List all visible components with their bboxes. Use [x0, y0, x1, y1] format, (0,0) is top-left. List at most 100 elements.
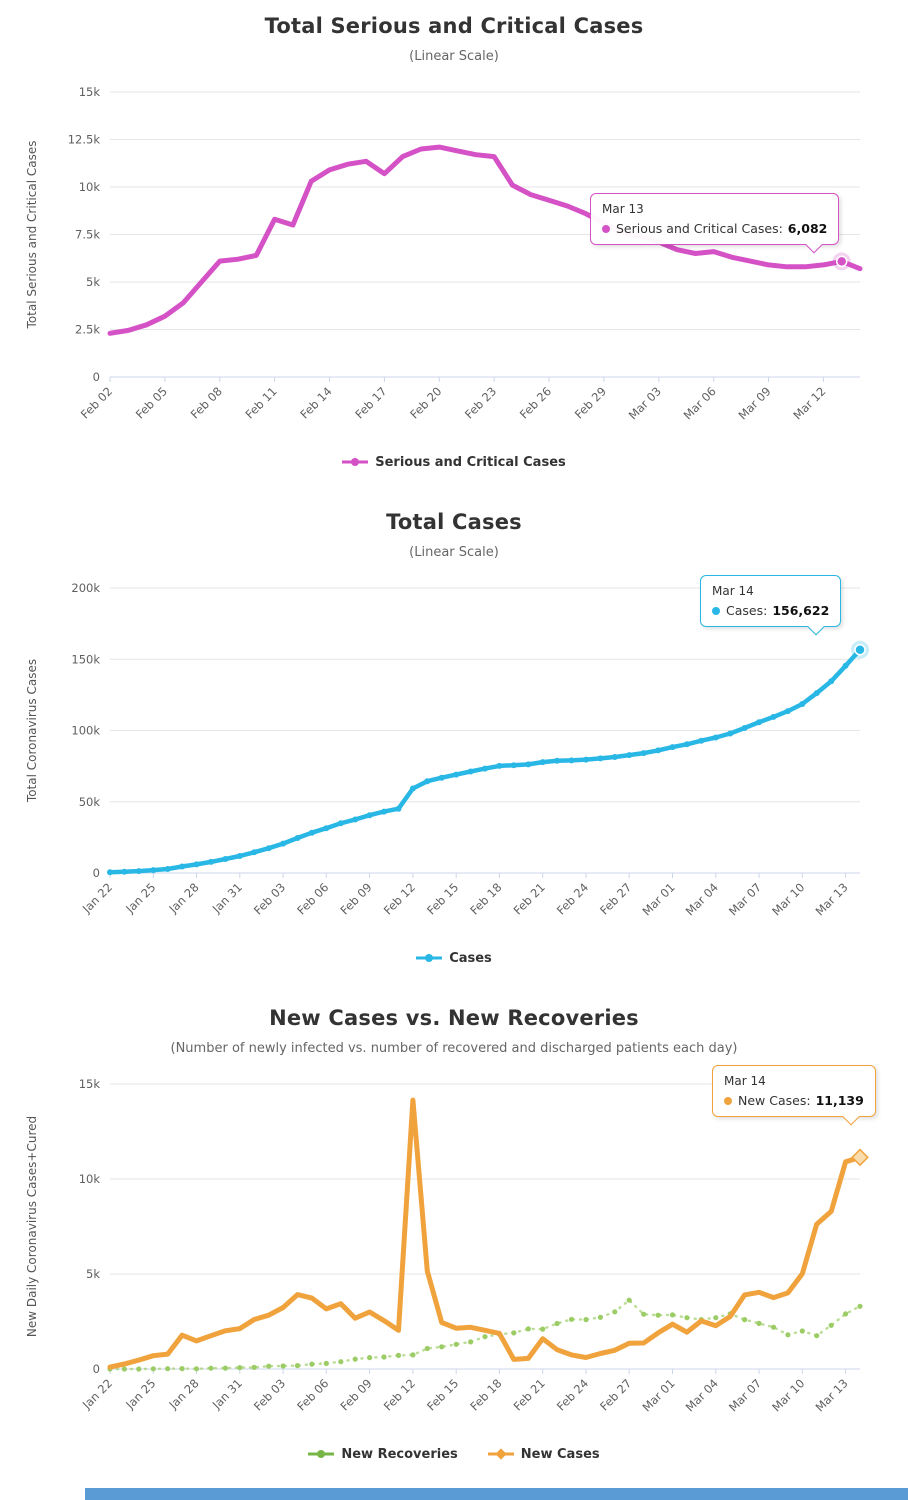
svg-text:Mar 04: Mar 04: [683, 880, 721, 918]
svg-text:Feb 20: Feb 20: [407, 384, 444, 421]
svg-text:Feb 12: Feb 12: [381, 1376, 418, 1413]
chart-legend: New Recoveries New Cases: [0, 1444, 908, 1464]
svg-text:Feb 11: Feb 11: [242, 384, 279, 421]
svg-text:10k: 10k: [79, 1172, 101, 1186]
bottom-bar: [85, 1488, 908, 1500]
svg-text:Feb 24: Feb 24: [554, 1376, 591, 1413]
legend-label: Cases: [449, 950, 492, 966]
chart-title: Total Serious and Critical Cases: [264, 14, 644, 38]
svg-text:Mar 06: Mar 06: [681, 384, 719, 422]
chart-block-new-cases-recoveries: New Cases vs. New Recoveries (Number of …: [0, 992, 908, 1488]
chart-block-total-cases: Total Cases (Linear Scale) 0 50k 100k 150k 2…: [0, 496, 908, 992]
legend-item[interactable]: Serious and Critical Cases: [342, 455, 566, 470]
chart-tooltip: Mar 13 Serious and Critical Cases: 6,082: [590, 193, 840, 245]
svg-text:Feb 24: Feb 24: [554, 880, 591, 917]
chart-block-serious-critical: Total Serious and Critical Cases (Linear…: [0, 0, 908, 496]
chart-plot-area: 0 5k 10k 15k Jan 22 Jan 25 Jan 28 Jan 31 Feb 03 F…: [0, 1060, 908, 1442]
legend-label: New Recoveries: [341, 1446, 458, 1462]
svg-text:Mar 03: Mar 03: [626, 384, 664, 422]
legend-item[interactable]: New Recoveries: [308, 1446, 458, 1462]
svg-text:200k: 200k: [71, 581, 100, 595]
svg-text:2.5k: 2.5k: [75, 323, 100, 337]
total-cases-line-chart[interactable]: 0 50k 100k 150k 200k Jan 22 Jan 25 Jan 28 Jan 31…: [0, 564, 908, 946]
tooltip-date: Mar 14: [712, 584, 754, 598]
svg-text:New Daily Coronavirus Cases+Cu: New Daily Coronavirus Cases+Cured: [25, 1116, 39, 1337]
svg-text:Mar 09: Mar 09: [735, 384, 773, 422]
svg-text:7.5k: 7.5k: [75, 228, 100, 242]
svg-text:Feb 15: Feb 15: [424, 880, 461, 917]
svg-text:Feb 21: Feb 21: [511, 880, 548, 917]
svg-text:0: 0: [93, 370, 100, 384]
svg-text:Feb 09: Feb 09: [337, 880, 374, 917]
svg-text:Feb 17: Feb 17: [352, 384, 389, 421]
svg-text:Total Coronavirus Cases: Total Coronavirus Cases: [25, 659, 39, 803]
chart-plot-area: 0 2.5k 5k 7.5k 10k 12.5k 15k Feb 02 Feb 05 Feb 08…: [0, 68, 908, 450]
svg-text:Mar 07: Mar 07: [726, 1376, 764, 1414]
svg-text:Mar 01: Mar 01: [639, 1376, 677, 1414]
svg-text:Feb 15: Feb 15: [424, 1376, 461, 1413]
chart-subtitle: (Number of newly infected vs. number of …: [170, 1041, 738, 1056]
svg-text:Feb 06: Feb 06: [294, 880, 331, 917]
svg-text:Jan 22: Jan 22: [79, 880, 115, 916]
svg-text:Feb 27: Feb 27: [597, 880, 634, 917]
chart-tooltip: Mar 14 New Cases: 11,139: [712, 1065, 876, 1117]
legend-item[interactable]: New Cases: [487, 1447, 600, 1462]
chart-subtitle: (Linear Scale): [409, 49, 499, 64]
svg-text:150k: 150k: [71, 652, 100, 666]
svg-text:12.5k: 12.5k: [68, 133, 101, 147]
tooltip-label: Cases:: [726, 603, 768, 618]
chart-title: New Cases vs. New Recoveries: [269, 1006, 639, 1030]
svg-text:50k: 50k: [79, 795, 101, 809]
svg-text:Jan 28: Jan 28: [166, 880, 202, 916]
svg-text:Mar 01: Mar 01: [639, 880, 677, 918]
tooltip-date: Mar 13: [602, 202, 644, 216]
svg-text:15k: 15k: [79, 1077, 101, 1091]
tooltip-value: 6,082: [787, 221, 828, 236]
chart-legend: Serious and Critical Cases: [0, 452, 908, 472]
svg-text:Feb 09: Feb 09: [337, 1376, 374, 1413]
series-dot-icon: [712, 606, 720, 615]
svg-text:10k: 10k: [79, 180, 101, 194]
svg-text:Feb 14: Feb 14: [297, 384, 334, 421]
circle-series-marker-icon: [342, 458, 369, 466]
tooltip-label: New Cases:: [738, 1093, 811, 1108]
svg-text:Feb 18: Feb 18: [467, 1376, 504, 1413]
tooltip-row: New Cases: 11,139: [724, 1093, 864, 1108]
svg-text:Feb 06: Feb 06: [294, 1376, 331, 1413]
svg-text:Feb 02: Feb 02: [78, 384, 115, 421]
svg-text:Jan 22: Jan 22: [79, 1376, 115, 1412]
svg-text:Feb 03: Feb 03: [251, 880, 288, 917]
svg-text:Jan 25: Jan 25: [122, 1376, 158, 1412]
svg-text:Jan 28: Jan 28: [166, 1376, 202, 1412]
svg-text:Feb 29: Feb 29: [572, 384, 609, 421]
tooltip-row: Cases: 156,622: [712, 603, 829, 618]
svg-text:100k: 100k: [71, 724, 100, 738]
tooltip-value: 156,622: [772, 603, 830, 618]
svg-text:Feb 21: Feb 21: [511, 1376, 548, 1413]
svg-text:Feb 08: Feb 08: [188, 384, 225, 421]
svg-text:Mar 12: Mar 12: [790, 384, 828, 422]
svg-text:Feb 05: Feb 05: [133, 384, 170, 421]
svg-text:Feb 18: Feb 18: [467, 880, 504, 917]
tooltip-value: 11,139: [815, 1093, 864, 1108]
svg-text:Mar 13: Mar 13: [813, 1376, 851, 1414]
series-dot-icon: [724, 1096, 732, 1105]
svg-text:Feb 26: Feb 26: [517, 384, 554, 421]
svg-text:Jan 31: Jan 31: [209, 880, 245, 916]
legend-item[interactable]: Cases: [416, 951, 492, 966]
svg-text:Mar 07: Mar 07: [726, 880, 764, 918]
svg-text:Jan 25: Jan 25: [122, 880, 158, 916]
svg-text:Jan 31: Jan 31: [209, 1376, 245, 1412]
svg-text:Feb 12: Feb 12: [381, 880, 418, 917]
svg-text:5k: 5k: [86, 275, 100, 289]
svg-text:15k: 15k: [79, 85, 101, 99]
svg-text:Total Serious and Critical Cas: Total Serious and Critical Cases: [25, 141, 39, 330]
svg-text:5k: 5k: [86, 1267, 100, 1281]
svg-text:Feb 03: Feb 03: [251, 1376, 288, 1413]
svg-text:Mar 10: Mar 10: [769, 1376, 807, 1414]
svg-text:0: 0: [93, 866, 100, 880]
chart-title: Total Cases: [386, 510, 522, 534]
serious-critical-line-chart[interactable]: 0 2.5k 5k 7.5k 10k 12.5k 15k Feb 02 Feb 05 Feb 08…: [0, 68, 908, 450]
chart-legend: Cases: [0, 948, 908, 968]
